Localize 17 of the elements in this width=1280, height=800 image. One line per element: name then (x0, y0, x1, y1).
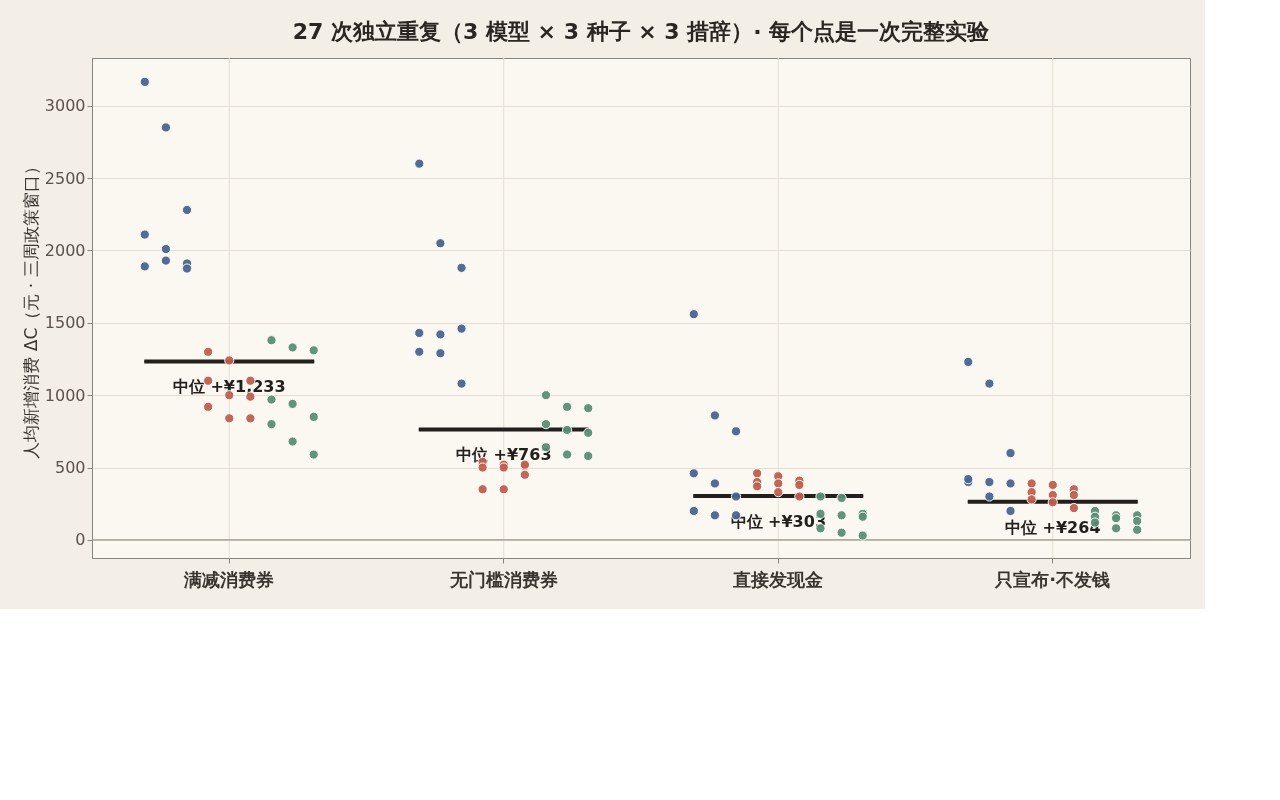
chart-title: 27 次独立重复（3 模型 × 3 种子 × 3 措辞）· 每个点是一次完整实验 (292, 18, 991, 44)
x-tick-label: 满减消费券 (183, 568, 275, 590)
x-tick-label: 无门槛消费券 (448, 568, 558, 590)
y-tick-label: 2000 (44, 240, 86, 260)
x-tick-label: 直接发现金 (732, 568, 824, 590)
y-tick-label: 500 (54, 458, 86, 478)
y-tick-label: 1000 (44, 385, 86, 405)
annotation: 中位 +¥303 (730, 512, 827, 532)
y-tick-label: 3000 (44, 96, 86, 116)
y-tick-label: 0 (75, 530, 86, 550)
annotation: 中位 +¥1,233 (172, 377, 286, 397)
annotation: 中位 +¥763 (455, 445, 552, 465)
annotation: 中位 +¥264 (1004, 517, 1101, 537)
y-tick-label: 1500 (44, 313, 86, 333)
x-tick-label: 只宣布·不发钱 (994, 568, 1111, 590)
y-tick-label: 2500 (44, 168, 86, 188)
y-axis-title: 人均新增消费 ΔC（元 · 三周政策窗口） (20, 158, 41, 459)
